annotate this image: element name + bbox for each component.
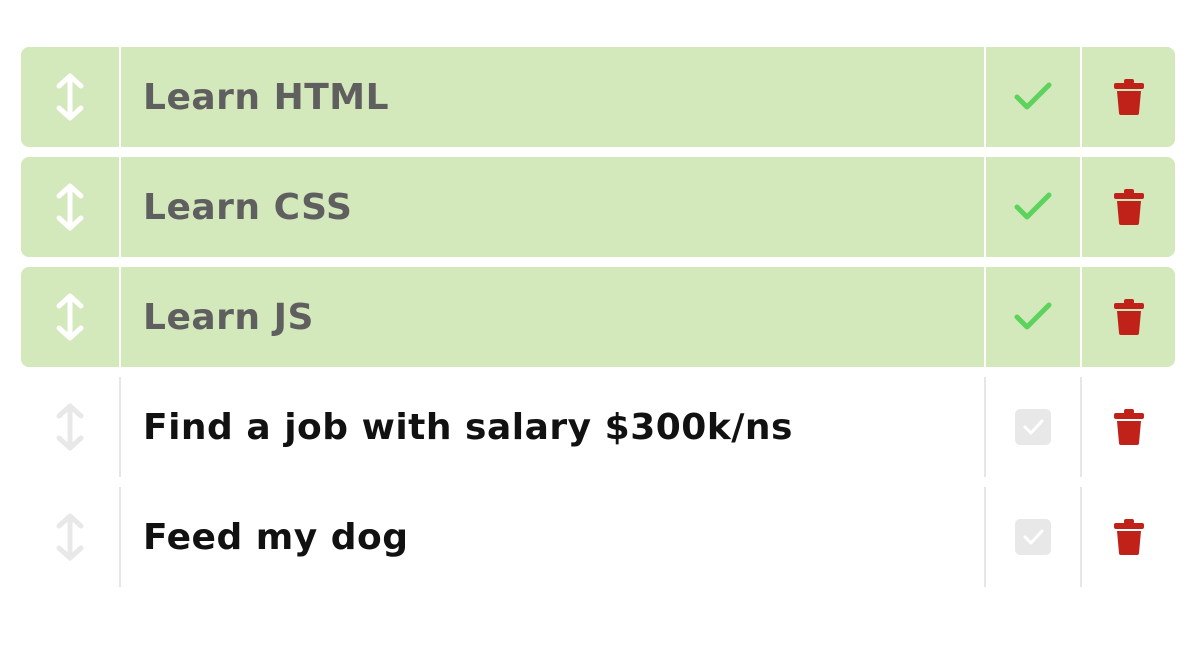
drag-handle[interactable] — [21, 157, 121, 257]
trash-icon — [1113, 189, 1144, 225]
checkmark-icon — [1013, 301, 1053, 333]
delete-button[interactable] — [1082, 267, 1175, 367]
checkbox-icon — [1015, 519, 1051, 555]
todo-list: Learn HTML Learn CSS — [21, 47, 1175, 597]
todo-item: Learn CSS — [21, 157, 1175, 257]
todo-item: Feed my dog — [21, 487, 1175, 587]
trash-icon — [1113, 79, 1144, 115]
todo-text: Learn JS — [121, 267, 986, 367]
todo-item: Learn JS — [21, 267, 1175, 367]
complete-toggle[interactable] — [986, 47, 1082, 147]
checkbox-icon — [1015, 409, 1051, 445]
vertical-arrows-icon — [55, 292, 85, 342]
delete-button[interactable] — [1082, 157, 1175, 257]
trash-icon — [1113, 409, 1144, 445]
complete-toggle[interactable] — [986, 267, 1082, 367]
drag-handle[interactable] — [21, 47, 121, 147]
todo-text: Learn CSS — [121, 157, 986, 257]
vertical-arrows-icon — [55, 72, 85, 122]
delete-button[interactable] — [1082, 47, 1175, 147]
complete-toggle[interactable] — [986, 157, 1082, 257]
delete-button[interactable] — [1082, 487, 1175, 587]
todo-text: Feed my dog — [121, 487, 986, 587]
todo-text: Find a job with salary $300k/ns — [121, 377, 986, 477]
vertical-arrows-icon — [55, 512, 85, 562]
checkmark-icon — [1013, 191, 1053, 223]
drag-handle[interactable] — [21, 267, 121, 367]
todo-item: Learn HTML — [21, 47, 1175, 147]
complete-toggle[interactable] — [986, 487, 1082, 587]
vertical-arrows-icon — [55, 402, 85, 452]
todo-text: Learn HTML — [121, 47, 986, 147]
complete-toggle[interactable] — [986, 377, 1082, 477]
todo-item: Find a job with salary $300k/ns — [21, 377, 1175, 477]
checkmark-icon — [1013, 81, 1053, 113]
trash-icon — [1113, 519, 1144, 555]
vertical-arrows-icon — [55, 182, 85, 232]
drag-handle[interactable] — [21, 487, 121, 587]
trash-icon — [1113, 299, 1144, 335]
delete-button[interactable] — [1082, 377, 1175, 477]
drag-handle[interactable] — [21, 377, 121, 477]
